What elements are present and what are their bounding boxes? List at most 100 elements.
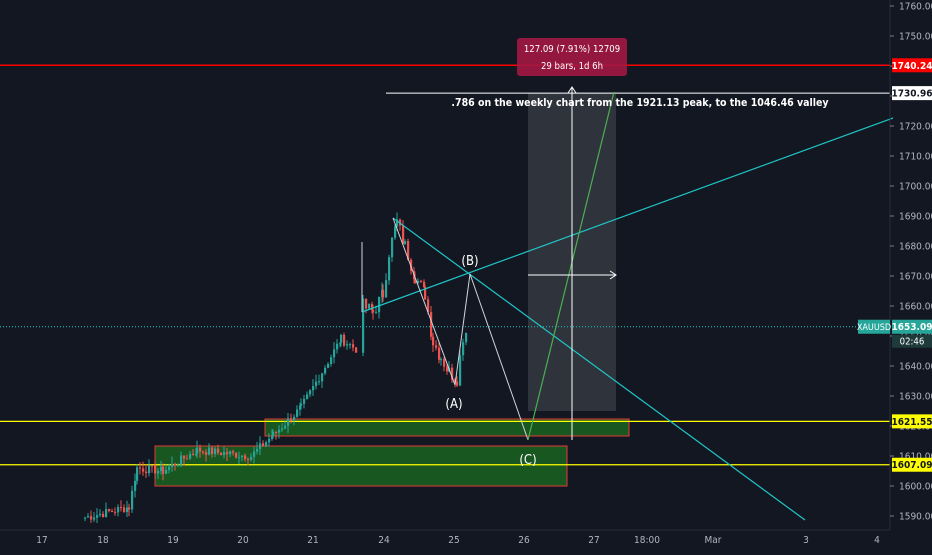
candle-body — [196, 447, 199, 454]
measure-info-line2: 29 bars, 1d 6h — [541, 61, 603, 72]
candle-body — [330, 357, 333, 364]
projection-leg-bc[interactable] — [469, 273, 529, 441]
candle-body — [271, 436, 274, 439]
projection-leg-c-target[interactable] — [527, 91, 615, 441]
candle-body — [336, 343, 339, 350]
candle-body — [462, 342, 465, 356]
trendline-rising[interactable] — [361, 117, 894, 313]
measure-info-line1: 127.09 (7.91%) 12709 — [524, 44, 620, 55]
time-tick-label: 20 — [237, 535, 249, 546]
candle-body — [208, 447, 211, 455]
candle-body — [171, 463, 174, 467]
trendline-falling[interactable] — [392, 217, 806, 521]
candle-body — [371, 304, 374, 311]
candle-body — [327, 363, 330, 368]
candle-body — [162, 466, 165, 474]
candle-body — [189, 453, 192, 459]
candle-body — [324, 367, 327, 374]
wave-label-c: (C) — [519, 453, 536, 468]
bar-countdown: 02:46 — [900, 337, 925, 348]
candle-body — [315, 381, 318, 387]
candle-body — [290, 418, 293, 421]
price-tags-layer: 1740.24 1730.96 1621.55 1607.09 1653.09XAUUS… — [857, 58, 932, 472]
candle-body — [84, 517, 87, 519]
candle-body — [123, 507, 126, 513]
price-tag-yellow-1-bg — [892, 414, 932, 429]
candle-body — [352, 344, 355, 348]
time-tick-label: 24 — [378, 535, 390, 546]
candle-body — [407, 241, 410, 260]
candle-body — [247, 459, 250, 461]
candle-body — [160, 466, 163, 471]
candle-body — [372, 310, 375, 313]
candle-body — [134, 480, 137, 491]
candle-body — [262, 443, 265, 447]
candle-body — [362, 298, 365, 353]
candle-body — [102, 513, 105, 517]
price-tick-label: 1680.00 — [899, 242, 932, 253]
symbol-tag: XAUUSD — [857, 323, 891, 333]
price-tag-red-bg — [892, 58, 932, 73]
candle-body — [93, 517, 96, 520]
candle-body — [174, 463, 177, 466]
price-tick-label: 1630.00 — [899, 392, 932, 403]
candle-body — [427, 299, 430, 313]
candle-body — [223, 452, 226, 456]
candle-body — [202, 451, 205, 453]
candle-body — [287, 418, 290, 426]
candle-body — [424, 287, 427, 300]
candle-body — [99, 513, 102, 516]
candle-body — [440, 359, 443, 361]
wave-label-a: (A) — [445, 397, 462, 412]
candle-body — [238, 457, 241, 459]
time-tick-label: 3 — [803, 535, 809, 546]
countdown-tag-bg — [892, 334, 932, 348]
candle-body — [303, 398, 306, 404]
candle-body — [414, 279, 417, 284]
symbol-tag-bg — [858, 319, 890, 334]
wave-label-b: (B) — [461, 254, 478, 269]
candle-body — [151, 465, 154, 467]
candle-body — [136, 467, 139, 481]
candle-body — [195, 453, 198, 455]
price-tag-yellow-1: 1621.55 — [892, 417, 932, 428]
candle-body — [165, 469, 168, 474]
candle-body — [446, 366, 449, 372]
candle-body — [105, 509, 108, 517]
candle-body — [402, 225, 405, 245]
candle-body — [432, 336, 435, 346]
candle-body — [183, 455, 186, 459]
abc-pattern-ab[interactable] — [392, 217, 471, 386]
candle-body — [111, 510, 114, 512]
time-axis-background — [0, 530, 932, 550]
demand-zone-upper[interactable] — [264, 418, 630, 437]
candle-body — [355, 347, 358, 353]
demand-zone-lower[interactable] — [154, 445, 568, 487]
price-tag-red: 1740.24 — [892, 61, 932, 72]
measure-info-box[interactable] — [517, 38, 627, 76]
candle-body — [382, 289, 385, 298]
candle-body — [451, 367, 454, 380]
fib-annotation-text: .786 on the weekly chart from the 1921.1… — [451, 97, 828, 109]
price-tag-current: 1653.09 — [892, 322, 932, 333]
candle-body — [139, 467, 142, 469]
candle-body — [456, 381, 459, 386]
candle-body — [340, 334, 343, 343]
candle-body — [256, 448, 259, 452]
candle-body — [318, 381, 321, 383]
price-tick-label: 1690.00 — [899, 212, 932, 223]
time-tick-label: Mar — [705, 535, 722, 546]
candle-body — [299, 405, 302, 410]
measure-arrow-head-right — [609, 270, 617, 280]
candle-body — [244, 455, 247, 460]
candle-body — [177, 464, 180, 466]
price-tag-target-bg — [892, 86, 932, 101]
measure-arrow-head-up — [567, 86, 577, 94]
candle-body — [343, 334, 346, 346]
candle-body — [148, 465, 151, 474]
candle-body — [417, 280, 420, 284]
candle-body — [126, 507, 129, 513]
candle-body — [241, 455, 244, 458]
